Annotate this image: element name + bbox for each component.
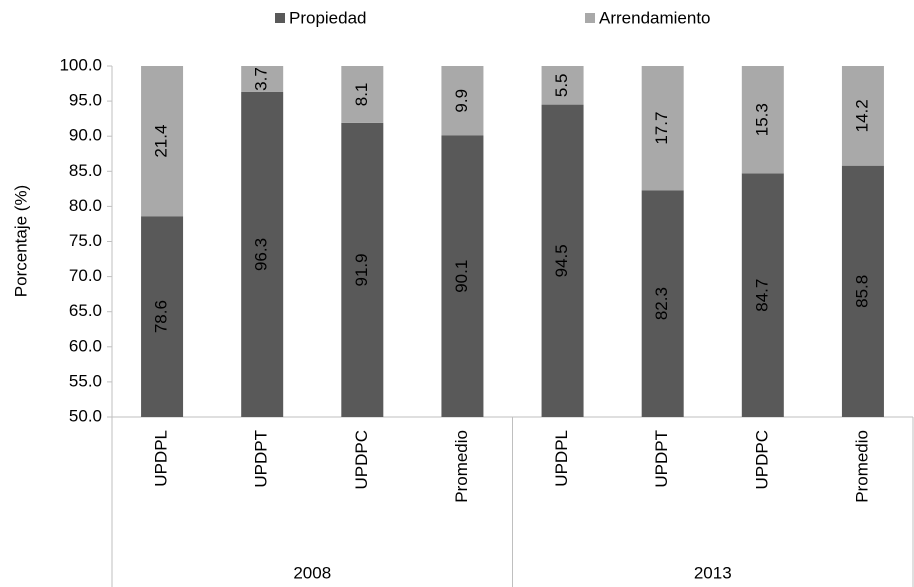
legend-label: Propiedad — [289, 8, 367, 27]
data-label: 94.5 — [552, 244, 571, 277]
bar-segment — [241, 91, 284, 417]
bar-segment — [841, 66, 884, 166]
bar-segment — [641, 190, 684, 417]
data-label: 15.3 — [752, 103, 771, 136]
data-label: 17.7 — [652, 112, 671, 145]
data-label: 84.7 — [752, 279, 771, 312]
data-label: 91.9 — [352, 253, 371, 286]
bar-segment — [741, 66, 784, 174]
bar-segment — [141, 216, 184, 417]
legend-swatch — [585, 13, 595, 23]
y-tick-label: 100.0 — [59, 55, 102, 74]
x-tick-label: Promedio — [452, 430, 471, 503]
data-label: 5.5 — [552, 73, 571, 97]
y-tick-label: 60.0 — [69, 336, 102, 355]
bar-segment — [141, 66, 184, 217]
data-label: 8.1 — [352, 83, 371, 107]
data-label: 78.6 — [152, 300, 171, 333]
data-label: 21.4 — [152, 125, 171, 158]
x-tick-label: UPDPT — [652, 430, 671, 488]
bar-segment — [241, 66, 284, 92]
x-tick-label: Promedio — [852, 430, 871, 503]
data-label: 82.3 — [652, 287, 671, 320]
y-tick-label: 75.0 — [69, 231, 102, 250]
y-tick-label: 70.0 — [69, 266, 102, 285]
y-tick-label: 90.0 — [69, 126, 102, 145]
data-label: 3.7 — [252, 67, 271, 91]
bar-segment — [441, 135, 484, 418]
y-axis-title: Porcentaje (%) — [11, 185, 30, 297]
y-tick-label: 95.0 — [69, 91, 102, 110]
data-label: 96.3 — [252, 238, 271, 271]
group-label: 2008 — [293, 563, 331, 582]
bar-segment — [641, 66, 684, 191]
y-tick-label: 50.0 — [69, 406, 102, 425]
y-tick-label: 80.0 — [69, 196, 102, 215]
y-tick-label: 85.0 — [69, 161, 102, 180]
data-label: 9.9 — [452, 89, 471, 113]
data-label: 14.2 — [852, 99, 871, 132]
bar-segment — [541, 104, 584, 418]
bar-segment — [541, 66, 584, 105]
group-label: 2013 — [694, 563, 732, 582]
x-tick-label: UPDPT — [252, 430, 271, 488]
bar-segment — [841, 165, 884, 417]
x-tick-label: UPDPL — [152, 430, 171, 487]
bar-segment — [741, 173, 784, 417]
bar-segment — [441, 66, 484, 136]
data-label: 90.1 — [452, 260, 471, 293]
bar-segment — [341, 122, 384, 417]
bar-segment — [341, 66, 384, 123]
legend-swatch — [275, 13, 285, 23]
x-tick-label: UPDPL — [552, 430, 571, 487]
legend-label: Arrendamiento — [599, 8, 711, 27]
x-tick-label: UPDPC — [352, 430, 371, 490]
data-label: 85.8 — [852, 275, 871, 308]
y-tick-label: 55.0 — [69, 371, 102, 390]
y-tick-label: 65.0 — [69, 301, 102, 320]
x-tick-label: UPDPC — [752, 430, 771, 490]
